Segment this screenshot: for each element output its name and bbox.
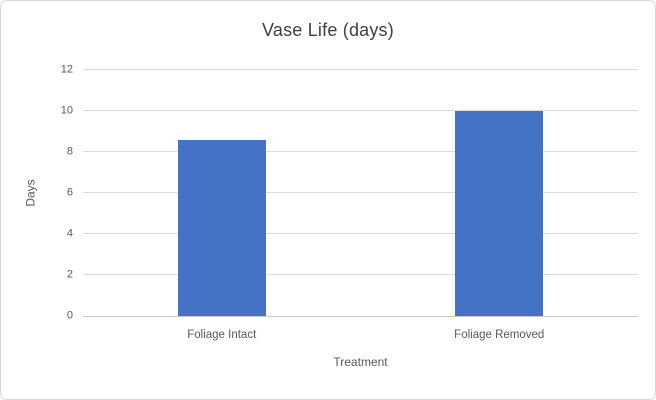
gridline [83,274,638,275]
plot-area [83,69,638,316]
bar-foliage-removed [455,111,544,316]
y-tick-label: 8 [66,145,73,158]
y-tick-label: 0 [66,309,73,322]
y-tick-label: 4 [66,227,73,240]
x-category-label: Foliage Removed [454,329,545,341]
x-category-label: Foliage Intact [187,329,257,341]
y-tick-label: 10 [60,104,73,117]
y-axis-tick-labels: 0 2 4 6 8 10 12 [1,64,73,321]
x-axis-line [83,316,638,317]
gridline [83,69,638,70]
x-axis-category-labels: Foliage Intact Foliage Removed [83,329,638,345]
y-tick-label: 2 [66,268,73,281]
gridline [83,192,638,193]
y-tick-label: 6 [66,186,73,199]
gridline [83,233,638,234]
y-tick-label: 12 [60,63,73,76]
x-axis-title: Treatment [333,355,388,369]
gridline [83,151,638,152]
gridline [83,110,638,111]
bar-foliage-intact [177,139,266,316]
chart-title: Vase Life (days) [262,20,394,40]
